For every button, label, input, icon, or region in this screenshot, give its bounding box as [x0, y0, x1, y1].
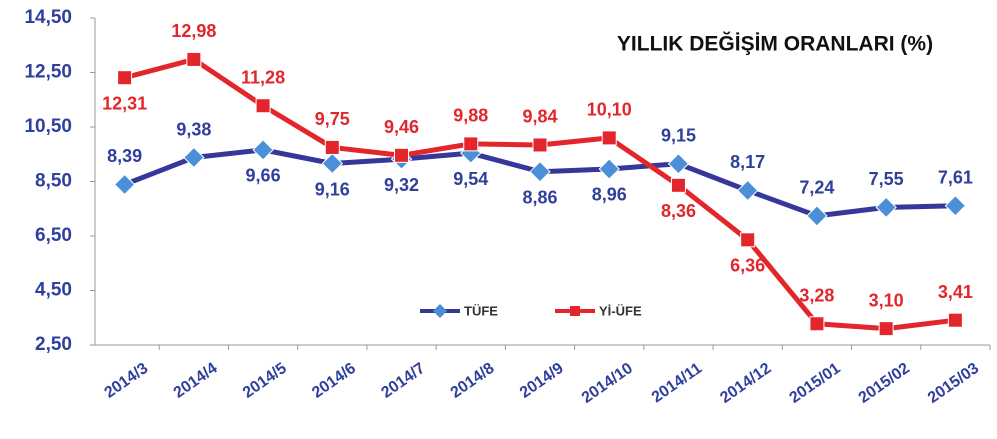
x-tick-label: 2014/4	[171, 360, 221, 402]
marker	[117, 70, 133, 86]
y-tick-label: 14,50	[24, 7, 72, 28]
data-label: 3,10	[869, 290, 904, 310]
data-label: 12,31	[102, 93, 147, 113]
data-label: 9,54	[453, 169, 488, 189]
data-label: 9,75	[315, 109, 350, 129]
marker	[255, 98, 271, 114]
x-tick-label: 2014/12	[717, 360, 774, 407]
data-label: 7,61	[938, 168, 973, 188]
marker	[875, 196, 897, 219]
x-tick-label: 2014/8	[448, 360, 498, 402]
data-label: 9,84	[522, 107, 557, 127]
data-label: 12,98	[171, 21, 216, 41]
data-label: 9,15	[661, 126, 696, 146]
x-tick-label: 2014/3	[101, 360, 151, 402]
data-label: 9,16	[315, 179, 350, 199]
marker	[809, 316, 825, 332]
data-label: 8,86	[522, 187, 557, 207]
marker	[532, 137, 548, 153]
marker	[252, 139, 274, 161]
data-label: 8,96	[592, 185, 627, 205]
data-label: 6,36	[730, 256, 765, 276]
data-label: 9,46	[384, 117, 419, 137]
marker	[394, 147, 410, 163]
x-tick-label: 2014/11	[649, 360, 705, 407]
marker	[601, 130, 617, 146]
data-label: 10,10	[587, 100, 632, 120]
legend-label: Yİ-ÜFE	[599, 303, 642, 318]
legend-label: TÜFE	[464, 303, 498, 318]
x-tick-label: 2015/02	[856, 360, 913, 407]
x-tick-label: 2014/9	[517, 360, 567, 402]
x-tick-label: 2014/7	[378, 360, 428, 402]
data-label: 9,66	[246, 166, 281, 186]
data-label: 7,55	[869, 169, 904, 189]
y-tick-label: 10,50	[24, 116, 72, 137]
x-tick-label: 2014/5	[240, 360, 290, 402]
y-tick-label: 4,50	[35, 280, 72, 301]
marker	[670, 177, 686, 193]
marker	[183, 146, 205, 169]
marker	[944, 195, 967, 217]
marker	[321, 152, 344, 175]
chart-title: YILLIK DEĞİŞİM ORANLARI (%)	[617, 32, 933, 56]
marker	[186, 51, 202, 67]
x-tick-label: 2015/01	[787, 360, 844, 407]
marker	[324, 139, 340, 155]
data-label: 8,36	[661, 201, 696, 221]
y-tick-label: 8,50	[35, 171, 72, 192]
data-label: 8,17	[730, 152, 765, 172]
data-label: 9,88	[453, 106, 488, 126]
data-label: 3,41	[938, 282, 973, 302]
marker	[736, 179, 759, 202]
x-tick-label: 2014/10	[579, 360, 636, 407]
data-label: 8,39	[107, 146, 142, 166]
data-label: 7,24	[799, 178, 834, 198]
y-tick-label: 12,50	[24, 62, 72, 83]
x-tick-label: 2014/6	[309, 360, 359, 402]
data-label: 3,28	[799, 285, 834, 305]
legend-marker	[570, 306, 580, 316]
marker	[529, 160, 551, 183]
marker	[463, 136, 479, 152]
marker	[878, 321, 894, 337]
y-tick-label: 2,50	[35, 334, 72, 355]
legend-marker	[433, 304, 447, 318]
y-tick-label: 6,50	[35, 225, 72, 246]
marker	[113, 173, 136, 196]
marker	[598, 158, 620, 180]
data-label: 9,32	[384, 175, 419, 195]
x-tick-label: 2015/03	[925, 360, 982, 407]
marker	[667, 153, 690, 175]
marker	[947, 312, 963, 328]
data-label: 11,28	[241, 67, 285, 87]
marker	[806, 205, 828, 227]
data-label: 9,38	[176, 119, 211, 139]
marker	[740, 232, 756, 248]
